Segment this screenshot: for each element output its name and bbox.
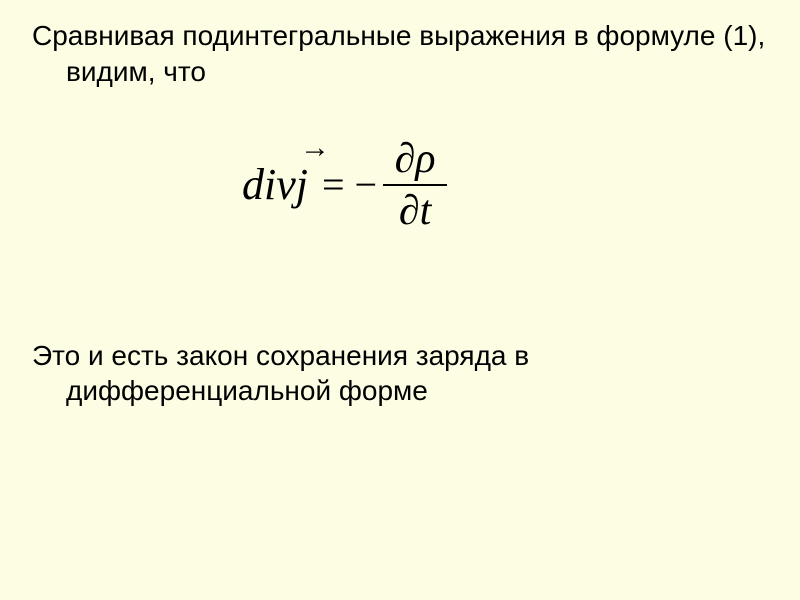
fraction-numerator: ∂ρ	[389, 136, 442, 182]
minus-sign: −	[355, 161, 384, 208]
equation: → divj = − ∂ρ ∂t	[242, 136, 447, 234]
eq-div-j: divj	[242, 160, 308, 209]
equation-block: → divj = − ∂ρ ∂t	[32, 106, 768, 286]
slide: Сравнивая подинтегральные выражения в фо…	[0, 0, 800, 600]
fraction: ∂ρ ∂t	[383, 136, 447, 234]
fraction-bar	[383, 184, 447, 186]
conclusion-paragraph: Это и есть закон сохранения заряда в диф…	[32, 338, 768, 410]
conclusion-text: Это и есть закон сохранения заряда в диф…	[32, 338, 768, 410]
intro-paragraph: Сравнивая подинтегральные выражения в фо…	[32, 18, 768, 90]
eq-lhs: → divj	[242, 159, 316, 210]
partial-symbol: ∂	[395, 136, 416, 182]
rho-symbol: ρ	[415, 136, 435, 182]
vector-arrow-icon: →	[300, 131, 330, 165]
fraction-denominator: ∂t	[393, 188, 437, 234]
partial-symbol: ∂	[399, 188, 420, 234]
equals-sign: =	[316, 161, 355, 208]
t-symbol: t	[420, 188, 432, 234]
intro-text: Сравнивая подинтегральные выражения в фо…	[32, 18, 768, 90]
